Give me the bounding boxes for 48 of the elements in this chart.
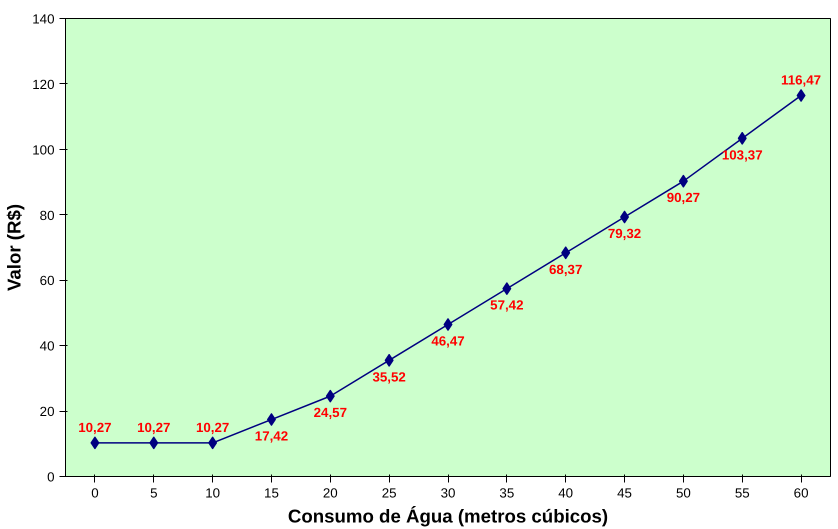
point	[149, 436, 158, 450]
y-tick-label: 0	[47, 470, 55, 484]
data-label: 10,27	[137, 420, 170, 435]
y-tick-label: 20	[40, 404, 55, 420]
point	[561, 246, 570, 260]
data-label: 90,27	[666, 190, 700, 206]
y-tick-label: 60	[40, 273, 55, 288]
x-tick-label: 10	[205, 486, 220, 500]
point	[384, 354, 394, 367]
y-tick-label: 100	[32, 142, 55, 158]
point	[796, 88, 806, 102]
data-label: 24,57	[314, 405, 347, 420]
x-tick-label: 15	[264, 486, 279, 500]
x-tick-label: 35	[499, 486, 514, 500]
x-tick-label: 60	[794, 486, 808, 500]
point	[620, 210, 630, 224]
point	[90, 436, 100, 450]
point	[326, 390, 335, 403]
point	[266, 413, 276, 426]
point	[208, 436, 218, 450]
x-tick-label: 0	[91, 486, 99, 500]
y-tick-label: 80	[40, 208, 55, 223]
y-axis-title: Valor (R$)	[3, 204, 24, 292]
x-tick-label: 40	[558, 486, 574, 500]
y-tick-label: 140	[32, 12, 55, 26]
data-label: 68,37	[549, 262, 582, 277]
point	[502, 282, 512, 296]
data-label: 10,27	[78, 420, 112, 435]
point	[678, 174, 688, 188]
data-label: 10,27	[196, 420, 230, 435]
x-tick-label: 55	[734, 486, 750, 500]
x-tick-label: 25	[382, 486, 397, 500]
data-label: 57,42	[490, 298, 524, 313]
data-label: 35,52	[372, 369, 406, 384]
y-tick-label: 120	[32, 76, 55, 92]
x-tick-label: 5	[150, 486, 158, 500]
point	[738, 132, 747, 145]
data-label: 116,47	[781, 72, 822, 88]
x-tick-label: 50	[676, 486, 691, 500]
x-tick-label: 20	[322, 486, 338, 500]
data-label: 79,32	[608, 226, 642, 242]
x-axis-title: Consumo de Água (metros cúbicos)	[288, 506, 608, 526]
y-tick-label: 40	[40, 338, 55, 354]
data-label: 46,47	[431, 333, 465, 348]
data-label: 17,42	[254, 428, 288, 444]
x-tick-label: 45	[617, 486, 632, 500]
data-label: 103,37	[722, 147, 763, 162]
x-tick-label: 30	[440, 486, 456, 500]
